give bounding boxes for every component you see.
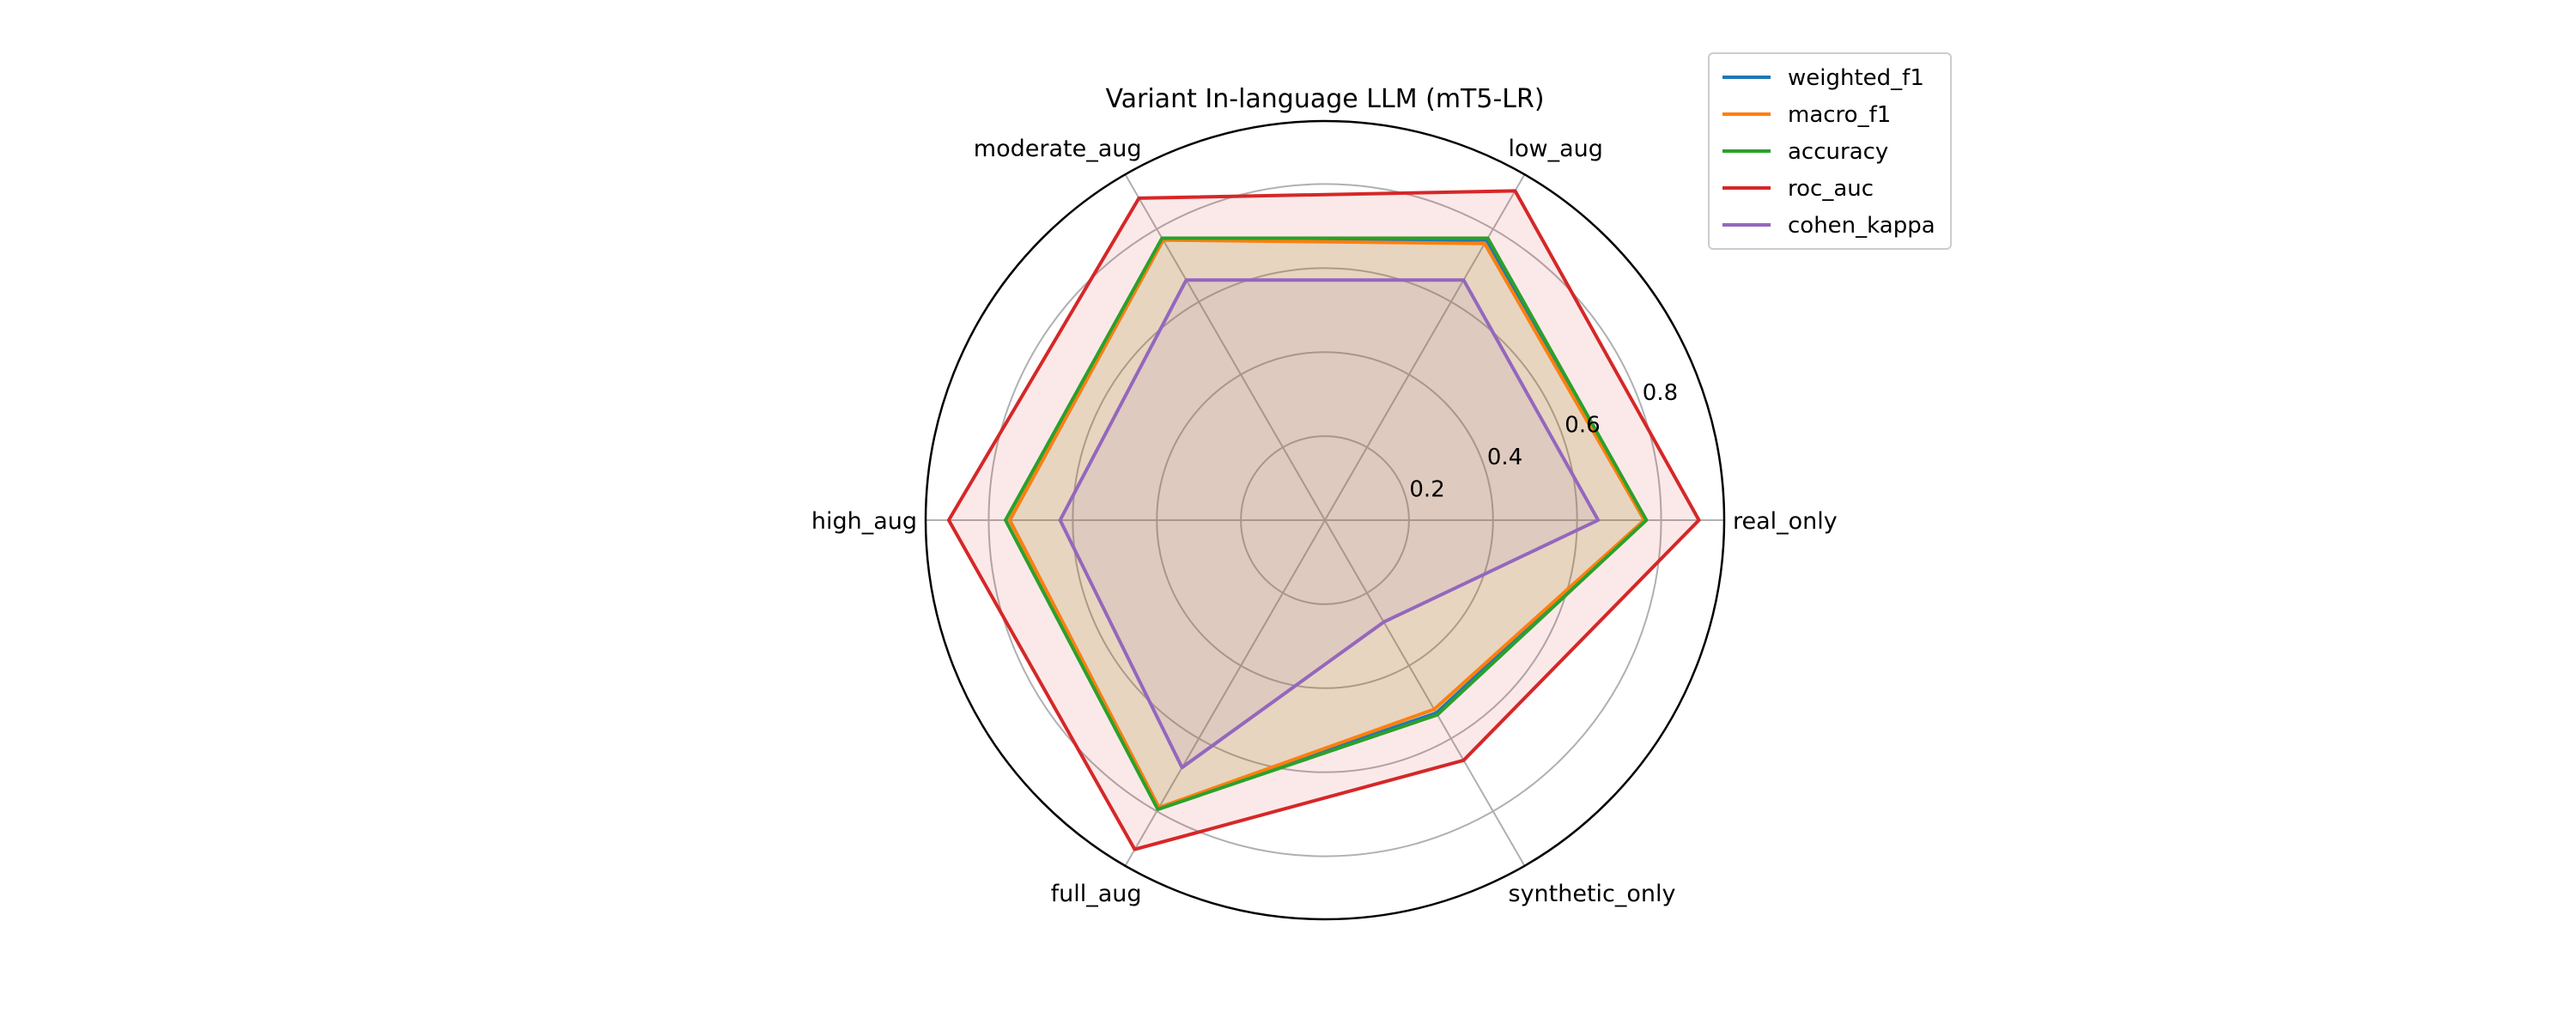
series-line-cohen_kappa <box>1058 278 1601 770</box>
radial-tick-label: 0.6 <box>1564 413 1600 439</box>
series-line-roc_auc <box>946 189 1701 851</box>
axis-labels: real_only low_aug moderate_aug high_augfull… <box>811 136 1838 907</box>
legend-label-roc_auc: roc_auc <box>1788 176 1874 202</box>
axis-label-real_only: real_only <box>1733 508 1838 535</box>
legend-label-macro_f1: macro_f1 <box>1788 102 1891 128</box>
series-fill-macro_f1 <box>1009 239 1644 808</box>
radial-tick-label: 0.2 <box>1409 477 1444 503</box>
series-lines <box>946 189 1701 851</box>
axis-label-full_aug: full_aug <box>1051 881 1142 907</box>
legend-label-accuracy: accuracy <box>1788 139 1888 165</box>
series-fills <box>948 191 1699 850</box>
legend-label-cohen_kappa: cohen_kappa <box>1788 213 1935 239</box>
radial-tick-label: 0.8 <box>1643 380 1678 406</box>
legend: weighted_f1 macro_f1 accuracy roc_auc cohen_… <box>1708 52 1952 250</box>
series-fill-cohen_kappa <box>1060 280 1599 768</box>
legend-frame <box>1708 52 1952 250</box>
legend-label-weighted_f1: weighted_f1 <box>1788 65 1924 91</box>
series-line-accuracy <box>1004 236 1649 811</box>
polar-frame <box>924 119 1726 921</box>
axis-label-moderate_aug: moderate_aug <box>974 136 1142 162</box>
axis-label-synthetic_only: synthetic_only <box>1509 881 1676 907</box>
grid-spoke <box>1324 519 1526 867</box>
axis-label-low_aug: low_aug <box>1509 136 1603 162</box>
grid-spoke <box>1324 173 1526 521</box>
axis-label-high_aug: high_aug <box>811 508 917 535</box>
radial-tick-label: 0.4 <box>1487 445 1522 470</box>
chart-title: Variant In-language LLM (mT5-LR) <box>1105 84 1544 114</box>
series-line-macro_f1 <box>1007 238 1646 809</box>
grid-spoke <box>1124 173 1326 521</box>
series-fill-roc_auc <box>948 191 1699 850</box>
radial-tick-labels: 0.2 0.4 0.6 0.8 <box>1409 380 1678 502</box>
